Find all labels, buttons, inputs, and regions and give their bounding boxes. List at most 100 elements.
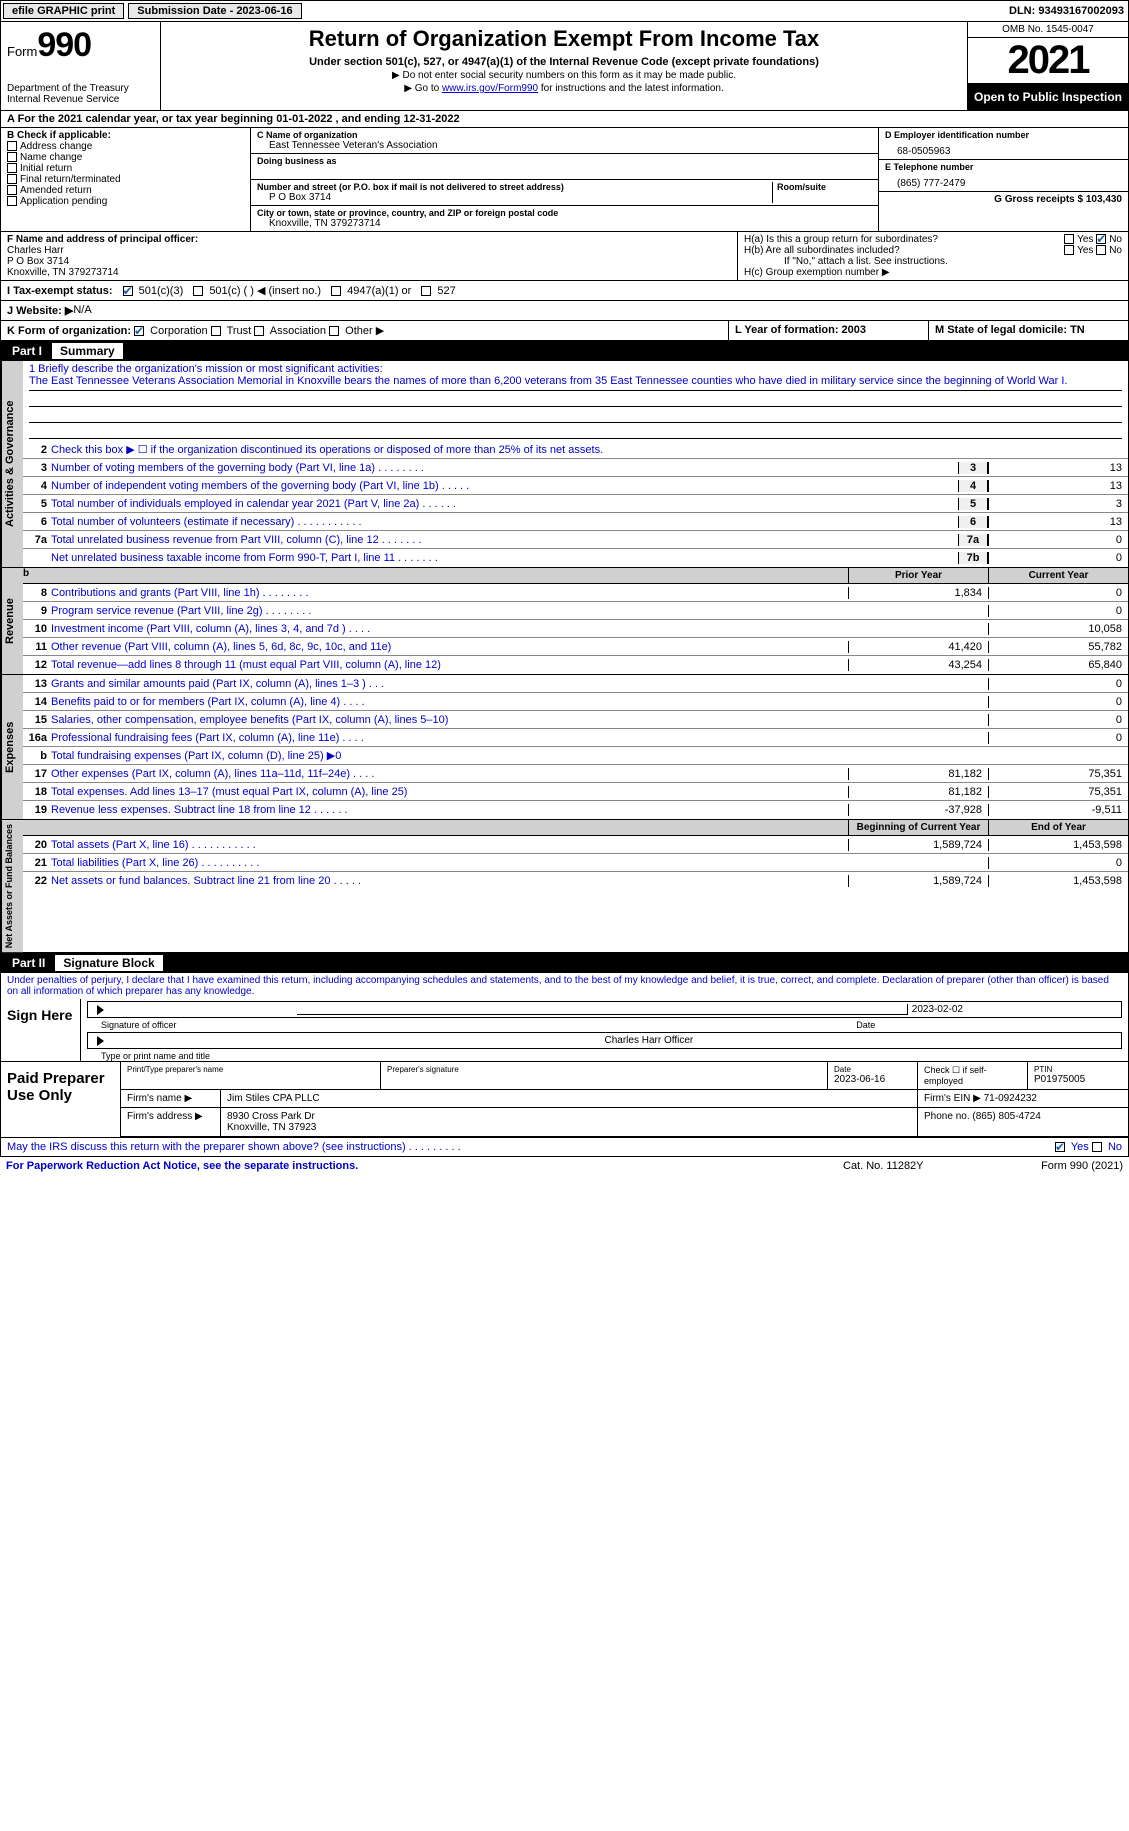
checkbox-hb-no[interactable] xyxy=(1096,245,1106,255)
hb-label: H(b) Are all subordinates included? xyxy=(744,245,1064,256)
row-j-website: J Website: ▶ N/A xyxy=(0,301,1129,321)
data-row: 14Benefits paid to or for members (Part … xyxy=(23,693,1128,711)
efile-print-button[interactable]: efile GRAPHIC print xyxy=(3,3,124,19)
checkbox-other[interactable] xyxy=(329,326,339,336)
vlabel-activities: Activities & Governance xyxy=(1,361,23,567)
section-fh: F Name and address of principal officer:… xyxy=(0,232,1129,281)
checkbox-4947[interactable] xyxy=(331,286,341,296)
officer-addr2: Knoxville, TN 379273714 xyxy=(7,267,731,278)
paid-preparer-label: Paid Preparer Use Only xyxy=(1,1062,121,1137)
form-990-page: efile GRAPHIC print Submission Date - 20… xyxy=(0,0,1129,1175)
vlabel-netassets: Net Assets or Fund Balances xyxy=(1,820,23,952)
checkbox-final-return[interactable] xyxy=(7,174,17,184)
current-year-hdr: Current Year xyxy=(988,568,1128,583)
checkbox-irs-no[interactable] xyxy=(1092,1142,1102,1152)
form-number: 990 xyxy=(37,26,91,64)
end-year-hdr: End of Year xyxy=(988,820,1128,835)
form-footer: Form 990 (2021) xyxy=(993,1160,1123,1172)
vlabel-revenue: Revenue xyxy=(1,568,23,674)
room-label: Room/suite xyxy=(777,182,872,192)
form-title: Return of Organization Exempt From Incom… xyxy=(165,26,963,52)
data-row: 8Contributions and grants (Part VIII, li… xyxy=(23,584,1128,602)
dln-label: DLN: 93493167002093 xyxy=(1005,5,1128,17)
dept-treasury: Department of the Treasury xyxy=(7,83,154,94)
note-ssn: ▶ Do not enter social security numbers o… xyxy=(165,70,963,81)
self-employed-check[interactable]: Check ☐ if self-employed xyxy=(918,1062,1028,1089)
section-bcde: B Check if applicable: Address change Na… xyxy=(0,128,1129,232)
part2-header: Part II Signature Block xyxy=(0,953,1129,973)
data-row: bTotal fundraising expenses (Part IX, co… xyxy=(23,747,1128,765)
checkbox-501c[interactable] xyxy=(193,286,203,296)
page-footer: For Paperwork Reduction Act Notice, see … xyxy=(0,1157,1129,1175)
checkbox-initial-return[interactable] xyxy=(7,163,17,173)
checkbox-ha-yes[interactable] xyxy=(1064,234,1074,244)
data-row: 21Total liabilities (Part X, line 26) . … xyxy=(23,854,1128,872)
city-label: City or town, state or province, country… xyxy=(257,208,872,218)
row-a-tax-year: A For the 2021 calendar year, or tax yea… xyxy=(0,111,1129,128)
data-row: 17Other expenses (Part IX, column (A), l… xyxy=(23,765,1128,783)
ein-label: D Employer identification number xyxy=(885,130,1122,140)
irs-label: Internal Revenue Service xyxy=(7,94,154,105)
year-formation: L Year of formation: 2003 xyxy=(728,321,928,340)
form-subtitle: Under section 501(c), 527, or 4947(a)(1)… xyxy=(165,56,963,68)
name-title-label: Type or print name and title xyxy=(81,1051,1128,1061)
officer-name: Charles Harr xyxy=(7,245,731,256)
mission-question: 1 Briefly describe the organization's mi… xyxy=(29,363,1122,375)
firm-phone: (865) 805-4724 xyxy=(972,1111,1040,1122)
addr-value: P O Box 3714 xyxy=(257,192,772,203)
begin-year-hdr: Beginning of Current Year xyxy=(848,820,988,835)
gov-row: 6Total number of volunteers (estimate if… xyxy=(23,513,1128,531)
checkbox-527[interactable] xyxy=(421,286,431,296)
checkbox-name-change[interactable] xyxy=(7,152,17,162)
irs-link[interactable]: www.irs.gov/Form990 xyxy=(442,83,538,94)
top-toolbar: efile GRAPHIC print Submission Date - 20… xyxy=(0,0,1129,22)
data-row: 16aProfessional fundraising fees (Part I… xyxy=(23,729,1128,747)
catalog-number: Cat. No. 11282Y xyxy=(843,1160,993,1172)
gross-receipts: G Gross receipts $ 103,430 xyxy=(885,194,1122,205)
ptin-value: P01975005 xyxy=(1034,1074,1122,1085)
checkbox-501c3[interactable] xyxy=(123,286,133,296)
open-inspection: Open to Public Inspection xyxy=(968,84,1128,110)
city-value: Knoxville, TN 379273714 xyxy=(257,218,872,229)
data-row: 20Total assets (Part X, line 16) . . . .… xyxy=(23,836,1128,854)
officer-addr1: P O Box 3714 xyxy=(7,256,731,267)
penalty-text: Under penalties of perjury, I declare th… xyxy=(1,973,1128,999)
org-name: East Tennessee Veteran's Association xyxy=(257,140,872,151)
checkbox-address-change[interactable] xyxy=(7,141,17,151)
dba-label: Doing business as xyxy=(257,156,872,166)
hb-note: If "No," attach a list. See instructions… xyxy=(744,256,1122,267)
col-b-checkboxes: B Check if applicable: Address change Na… xyxy=(1,128,251,231)
data-row: 9Program service revenue (Part VIII, lin… xyxy=(23,602,1128,620)
checkbox-irs-yes[interactable] xyxy=(1055,1142,1065,1152)
checkbox-assoc[interactable] xyxy=(254,326,264,336)
mission-answer: The East Tennessee Veterans Association … xyxy=(29,375,1122,391)
gov-row: 2Check this box ▶ ☐ if the organization … xyxy=(23,441,1128,459)
addr-label: Number and street (or P.O. box if mail i… xyxy=(257,182,772,192)
vlabel-expenses: Expenses xyxy=(1,675,23,819)
data-row: 22Net assets or fund balances. Subtract … xyxy=(23,872,1128,890)
sig-date: 2023-02-02 xyxy=(907,1004,1115,1015)
submission-date-button[interactable]: Submission Date - 2023-06-16 xyxy=(128,3,301,19)
checkbox-amended[interactable] xyxy=(7,185,17,195)
note-goto: ▶ Go to www.irs.gov/Form990 for instruct… xyxy=(165,83,963,94)
data-row: 13Grants and similar amounts paid (Part … xyxy=(23,675,1128,693)
signature-block: Under penalties of perjury, I declare th… xyxy=(0,973,1129,1157)
caret-icon-2 xyxy=(97,1036,104,1046)
checkbox-app-pending[interactable] xyxy=(7,196,17,206)
phone-label: E Telephone number xyxy=(885,162,1122,172)
sig-officer-label: Signature of officer xyxy=(101,1020,856,1030)
gov-row: 7aTotal unrelated business revenue from … xyxy=(23,531,1128,549)
website-value: N/A xyxy=(73,304,91,317)
checkbox-trust[interactable] xyxy=(211,326,221,336)
checkbox-hb-yes[interactable] xyxy=(1064,245,1074,255)
gov-row: 5Total number of individuals employed in… xyxy=(23,495,1128,513)
form-word: Form xyxy=(7,44,37,59)
prior-year-hdr: Prior Year xyxy=(848,568,988,583)
firm-addr1: 8930 Cross Park Dr xyxy=(227,1111,911,1122)
firm-addr2: Knoxville, TN 37923 xyxy=(227,1122,911,1133)
checkbox-ha-no[interactable] xyxy=(1096,234,1106,244)
tax-year: 2021 xyxy=(968,38,1128,84)
checkbox-corp[interactable] xyxy=(134,326,144,336)
phone-value: (865) 777-2479 xyxy=(885,172,1122,189)
part1-header: Part I Summary xyxy=(0,341,1129,361)
